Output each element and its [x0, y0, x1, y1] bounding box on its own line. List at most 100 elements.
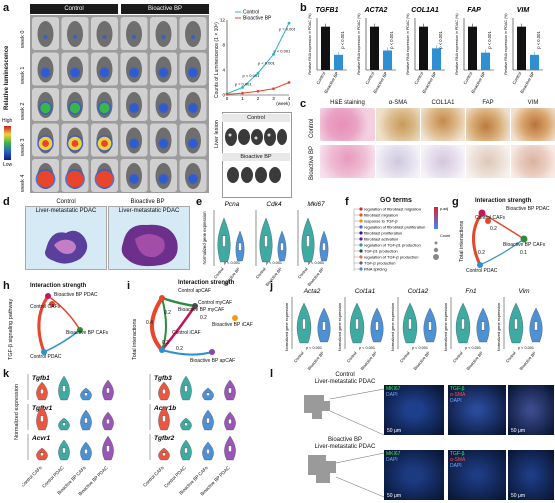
l-tgfb-control-a: TGF-β α-SMA DAPI	[448, 385, 506, 435]
g-node-label-1: Control CAFs	[475, 215, 506, 221]
e-violin-bp-box	[238, 242, 242, 251]
k-violin-box	[228, 419, 232, 424]
k-violin-box	[62, 422, 66, 426]
l-scale-3: 50 μm	[387, 493, 401, 499]
f-node	[359, 213, 363, 217]
luminescence-inner	[99, 102, 110, 114]
i-val-4: 0.2	[176, 346, 183, 352]
k-violin-box	[184, 447, 188, 454]
l-stain-dapi2-b: DAPI	[450, 463, 462, 469]
liver-lesion-photos	[225, 128, 287, 183]
he-control	[320, 108, 375, 141]
k-violin-box	[40, 452, 44, 456]
f-node	[359, 267, 363, 271]
k-violin-box	[206, 392, 210, 396]
bar-category: Control	[462, 71, 473, 85]
h-ylabel: TGF-β signaling pathway	[8, 298, 14, 360]
he-bp	[320, 145, 375, 178]
luminescence-inner	[189, 104, 197, 112]
l-tgfb-bp-b: 50 μm	[508, 450, 554, 500]
l-tgfb-control-b: 50 μm	[508, 385, 554, 435]
k-violin-box	[228, 445, 232, 452]
l-scale-4: 50 μm	[511, 493, 525, 499]
j-gene-title: Acta2	[303, 288, 321, 295]
f-colorbar	[434, 207, 438, 229]
i-node-label-4: Bioactive BP iCAF	[212, 322, 253, 328]
asma-control	[376, 108, 420, 141]
j-pvalue: p < 0.001	[518, 346, 534, 350]
f-node	[359, 243, 363, 247]
c-col-1: α-SMA	[388, 100, 408, 106]
j-xlabel: Bioactive BP	[465, 350, 484, 371]
c-col-2: COL1A1	[431, 100, 455, 106]
panel-label-a: a	[3, 2, 10, 14]
k-violin-box	[106, 387, 110, 394]
c-row-bp: Bioactive BP	[309, 145, 315, 180]
panel-label-e: e	[196, 196, 203, 208]
d-tissue-control	[45, 230, 88, 264]
k-violin-box	[62, 385, 66, 392]
k-violin-box	[84, 449, 88, 454]
week-label-4: week 4	[20, 174, 26, 192]
l-stain-asma-b: α-SMA	[450, 457, 466, 463]
k-violin-box	[184, 422, 188, 426]
k-violin-box	[84, 417, 88, 424]
mouse-body	[37, 21, 54, 47]
luminescence-inner	[40, 102, 51, 114]
luminescence-inner	[130, 68, 138, 77]
j-ylabel: Normalized gene expression	[444, 303, 448, 351]
j-violin-bp-box	[375, 321, 379, 331]
d-header-control: Control	[56, 199, 76, 205]
c-col-0: H&E staining	[330, 100, 365, 106]
col1a1-control	[421, 108, 465, 141]
line-ytick: 4	[222, 68, 225, 73]
j-pvalue: p < 0.001	[465, 346, 481, 350]
vim-bp	[511, 145, 555, 178]
bar	[517, 26, 526, 71]
fap-bp	[466, 145, 510, 178]
luminescence-inner	[159, 175, 168, 183]
e-pvalue: p < 0.001	[224, 261, 240, 265]
panel-label-l: l	[270, 368, 274, 380]
l-stain-tgfb-c: TGF-β	[450, 386, 465, 392]
bar	[468, 26, 477, 71]
j-xlabel: Bioactive BP	[359, 350, 378, 371]
g-node-bp-cafs	[520, 235, 528, 243]
h-node-bp-cafs	[77, 327, 83, 333]
line-ytick: 0	[222, 93, 225, 98]
f-term: fibroblast activation	[364, 237, 398, 242]
e-violin-control-box	[264, 235, 268, 247]
f-size-legend	[433, 247, 439, 253]
k-group-label: Control CAFs	[142, 465, 165, 488]
line-xtick: 0	[226, 96, 229, 101]
mouse-body	[155, 21, 172, 47]
g-val-0: 0.2	[490, 226, 497, 232]
week-label-0: week 0	[20, 30, 26, 48]
i-node-label-1: Control myCAF	[198, 300, 233, 306]
f-legend-padj: p.adj	[440, 207, 448, 211]
g-val-1: 0.2	[478, 250, 485, 256]
line-point	[287, 21, 291, 25]
g-val-2: 0.1	[520, 250, 527, 256]
i-node-label-3: Control iCAF	[172, 330, 201, 336]
luminescence-core	[42, 140, 49, 147]
i-val-3: 0.2	[162, 340, 169, 346]
bar-category: Control	[315, 71, 326, 85]
i-node-control-icaf	[159, 347, 165, 353]
panel-label-j: j	[270, 280, 274, 292]
l-control-sub: Liver-metastatic PDAC	[314, 379, 376, 385]
j-xlabel: Control	[346, 350, 358, 363]
k-violin-box	[106, 445, 110, 452]
luminescence-core	[41, 174, 50, 184]
luminescence-dot	[73, 35, 77, 39]
i-interaction-network	[150, 295, 238, 356]
luminescence-inner	[69, 102, 81, 114]
f-term: regulation of fibroblast migration	[364, 207, 421, 212]
line-ytick: 8	[222, 43, 225, 48]
f-term: TGF-β production	[364, 261, 395, 266]
e-ylabel: Normalized gene expression	[202, 211, 207, 265]
l-stain-dapi-c: DAPI	[386, 392, 398, 398]
asma-bp	[376, 145, 420, 178]
e-gene-title: Pcna	[225, 201, 240, 208]
j-xlabel: Control	[293, 350, 305, 363]
